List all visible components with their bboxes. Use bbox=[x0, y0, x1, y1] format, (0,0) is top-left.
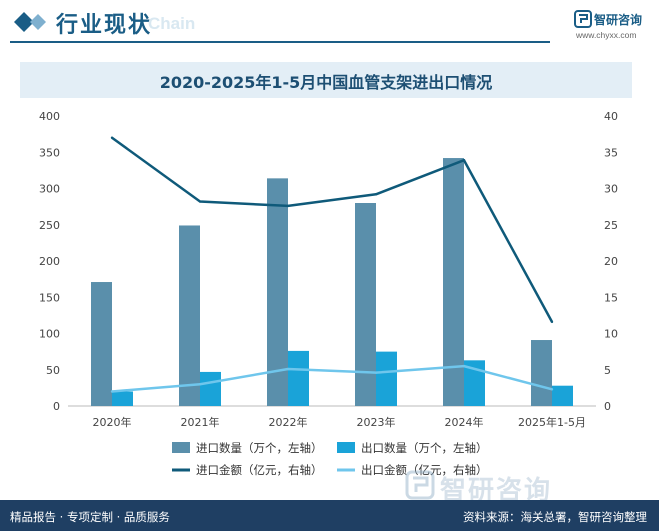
export-amount-point bbox=[550, 388, 554, 391]
legend-label: 进口数量（万个，左轴） bbox=[196, 441, 323, 455]
y-right-tick-label: 25 bbox=[604, 219, 618, 232]
x-tick-label: 2023年 bbox=[357, 415, 396, 429]
import-amount-point bbox=[198, 200, 202, 203]
import-amount-point bbox=[462, 159, 466, 162]
import-amount-point bbox=[374, 193, 378, 196]
export-qty-bar bbox=[552, 385, 573, 406]
watermark-logo-icon bbox=[405, 470, 435, 500]
footer-source: 资料来源：海关总署，智研咨询整理 bbox=[463, 510, 647, 524]
section-title: 行业现状 bbox=[56, 13, 153, 38]
y-right-tick-label: 10 bbox=[604, 328, 618, 341]
x-tick-label: 2021年 bbox=[181, 415, 220, 429]
x-tick-label: 2020年 bbox=[93, 415, 132, 429]
y-left-tick-label: 300 bbox=[39, 183, 60, 196]
export-qty-bar bbox=[464, 360, 485, 406]
import-amount-point bbox=[550, 320, 554, 324]
section-ghost-text: Chain bbox=[148, 14, 196, 33]
y-left-tick-label: 0 bbox=[53, 400, 60, 413]
import-qty-bar bbox=[355, 203, 376, 406]
brand-name: 智研咨询 bbox=[594, 13, 643, 27]
export-amount-point bbox=[462, 364, 466, 368]
export-amount-point bbox=[374, 371, 378, 374]
export-qty-bar bbox=[376, 351, 397, 406]
y-right-tick-label: 0 bbox=[604, 400, 611, 413]
export-qty-bar bbox=[112, 391, 133, 406]
y-right-tick-label: 20 bbox=[604, 255, 618, 268]
chart-title: 2020-2025年1-5月中国血管支架进出口情况 bbox=[159, 73, 493, 92]
y-right-tick-label: 15 bbox=[604, 291, 618, 304]
export-qty-bar bbox=[288, 350, 309, 406]
header-divider bbox=[10, 41, 550, 43]
export-qty-bar bbox=[200, 371, 221, 406]
legend-swatch-bar bbox=[337, 442, 355, 453]
y-right-tick-label: 5 bbox=[604, 364, 611, 377]
import-amount-point bbox=[110, 136, 114, 139]
import-qty-bar bbox=[531, 340, 552, 406]
import-qty-bar bbox=[267, 178, 288, 406]
y-right-tick-label: 40 bbox=[604, 110, 618, 123]
y-left-tick-label: 150 bbox=[39, 291, 60, 304]
y-left-tick-label: 400 bbox=[39, 110, 60, 123]
y-left-tick-label: 100 bbox=[39, 328, 60, 341]
import-qty-bar bbox=[443, 158, 464, 406]
import-amount-point bbox=[286, 204, 290, 208]
y-left-tick-label: 250 bbox=[39, 219, 60, 232]
legend-swatch-bar bbox=[172, 442, 190, 453]
legend-label: 出口金额（亿元，右轴） bbox=[361, 463, 488, 477]
export-amount-line bbox=[111, 364, 553, 393]
page-header: 行业现状 Chain 智研咨询 www.chyxx.com bbox=[0, 0, 659, 44]
legend-label: 出口数量（万个，左轴） bbox=[361, 441, 488, 455]
diamond-bullets-icon bbox=[14, 12, 46, 32]
page-footer: 精品报告 · 专项定制 · 品质服务 资料来源：海关总署，智研咨询整理 bbox=[0, 500, 659, 531]
brand-url: www.chyxx.com bbox=[576, 30, 637, 40]
y-left-tick-label: 200 bbox=[39, 255, 60, 268]
y-left-tick-label: 350 bbox=[39, 146, 60, 159]
import-qty-bar bbox=[179, 225, 200, 406]
export-amount-point bbox=[198, 383, 202, 386]
y-right-tick-label: 35 bbox=[604, 146, 618, 159]
y-right-tick-label: 30 bbox=[604, 183, 618, 196]
import-amount-line bbox=[111, 136, 554, 323]
import-qty-bar bbox=[91, 282, 112, 406]
brand-logo-icon bbox=[574, 10, 592, 28]
brand-logo: 智研咨询 www.chyxx.com bbox=[574, 10, 654, 44]
x-tick-label: 2025年1-5月 bbox=[518, 415, 586, 429]
import-export-chart: 0 50 100 150 200 250 300 350 400 0 5 10 15 20 25 30 35 4… bbox=[39, 110, 618, 477]
x-tick-label: 2024年 bbox=[445, 415, 484, 429]
footer-tagline: 精品报告 · 专项定制 · 品质服务 bbox=[10, 510, 170, 524]
x-tick-label: 2022年 bbox=[269, 415, 308, 429]
chart-title-band: 2020-2025年1-5月中国血管支架进出口情况 bbox=[20, 62, 632, 98]
y-left-tick-label: 50 bbox=[46, 364, 60, 377]
export-amount-point bbox=[286, 367, 290, 371]
export-amount-point bbox=[110, 390, 114, 393]
legend-label: 进口金额（亿元，右轴） bbox=[196, 463, 323, 477]
